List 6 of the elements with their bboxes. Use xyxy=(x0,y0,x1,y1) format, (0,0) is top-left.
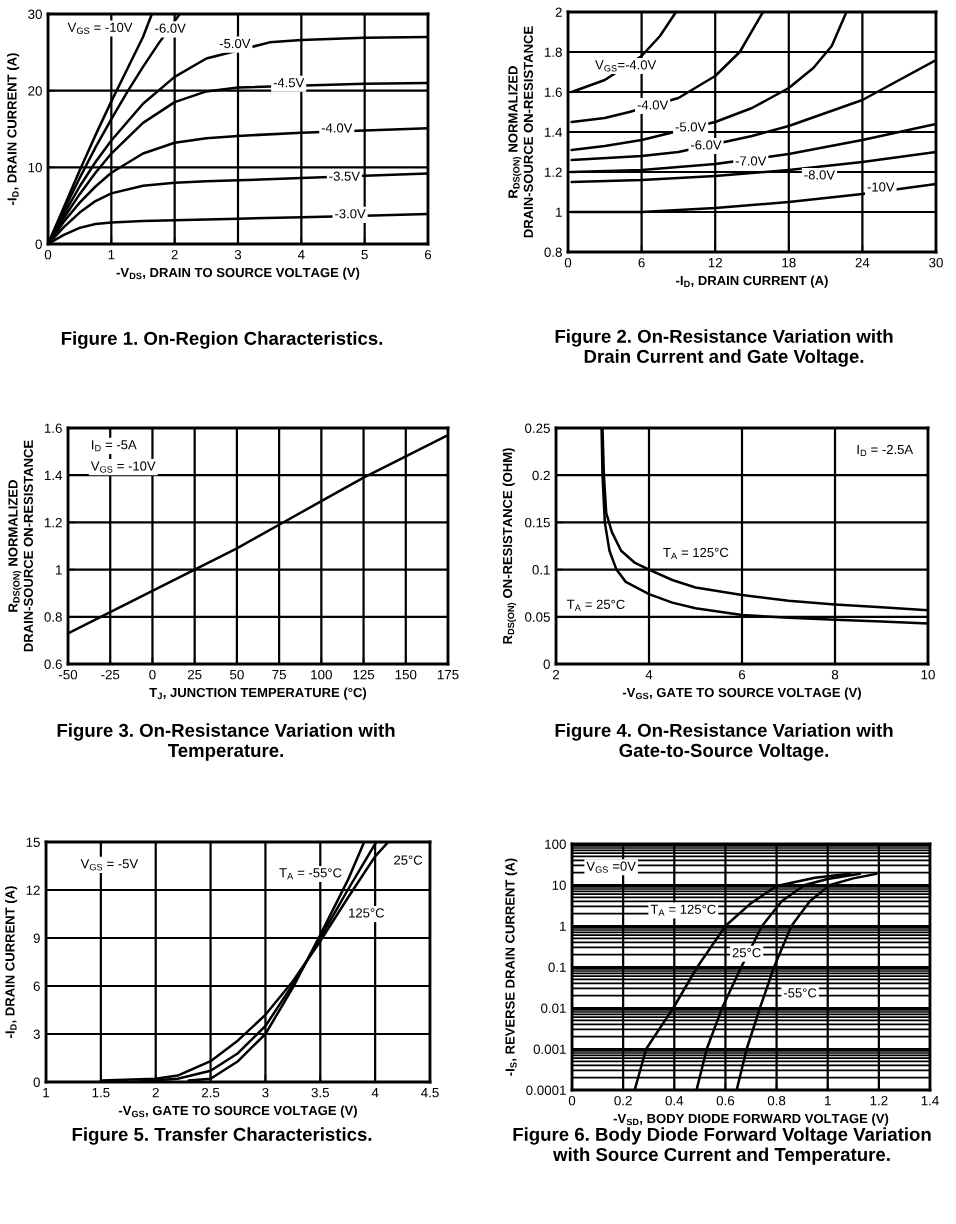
text: Figure 5. Transfer Characteristics. xyxy=(72,1127,372,1145)
text: Figure 3. On-Resistance Variation with Temperature. xyxy=(57,723,395,761)
text: Figure 1. On-Region Characteristics. xyxy=(61,331,383,349)
text: Figure 4. On-Resistance Variation with Gate-to-Source Voltage. xyxy=(555,723,893,761)
text: Figure 2. On-Resistance Variation with Drain Current and Gate Voltage. xyxy=(555,329,893,367)
text: Figure 6. Body Diode Forward Voltage Variation with Source Current and Temperature. xyxy=(513,1127,931,1165)
